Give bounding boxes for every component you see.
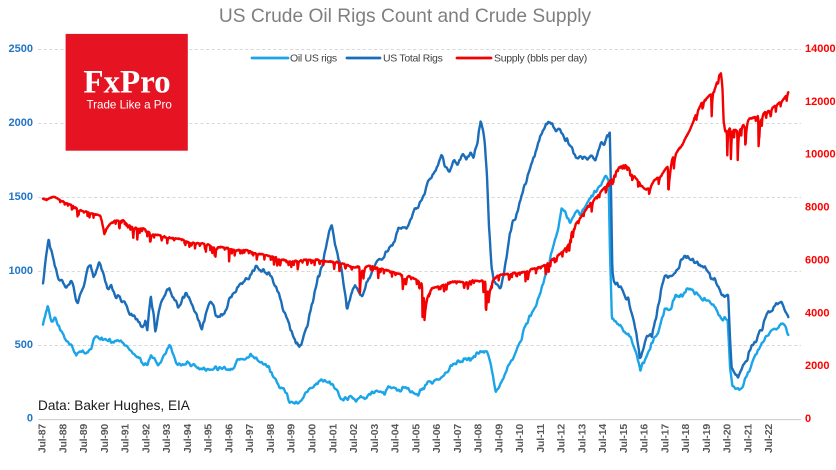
svg-text:0: 0 (805, 413, 811, 425)
svg-text:US Total Rigs: US Total Rigs (383, 53, 443, 65)
svg-text:Supply (bbls per day): Supply (bbls per day) (494, 53, 587, 65)
svg-text:Jul-92: Jul-92 (141, 424, 153, 454)
svg-text:Jul-94: Jul-94 (182, 424, 194, 454)
svg-text:Jul-16: Jul-16 (639, 424, 651, 454)
svg-text:FxPro: FxPro (83, 65, 170, 101)
svg-text:500: 500 (15, 339, 33, 351)
svg-text:Jul-05: Jul-05 (410, 424, 422, 454)
svg-text:Jul-21: Jul-21 (742, 424, 754, 454)
svg-text:Jul-87: Jul-87 (37, 424, 49, 454)
svg-text:Jul-22: Jul-22 (763, 424, 775, 454)
svg-text:Jul-98: Jul-98 (265, 424, 277, 454)
svg-text:Jul-19: Jul-19 (701, 424, 713, 454)
svg-text:Jul-93: Jul-93 (161, 424, 173, 454)
svg-text:0: 0 (27, 413, 33, 425)
svg-text:Jul-18: Jul-18 (680, 424, 692, 454)
svg-text:2000: 2000 (9, 117, 33, 129)
svg-text:Jul-12: Jul-12 (556, 424, 568, 454)
svg-text:2500: 2500 (9, 43, 33, 55)
svg-text:10000: 10000 (805, 149, 836, 161)
svg-text:Jul-07: Jul-07 (452, 424, 464, 454)
svg-text:Jul-17: Jul-17 (659, 424, 671, 454)
svg-text:Jul-09: Jul-09 (493, 424, 505, 454)
svg-text:Jul-06: Jul-06 (431, 424, 443, 454)
svg-text:Jul-11: Jul-11 (535, 424, 547, 453)
svg-text:Jul-04: Jul-04 (390, 424, 402, 454)
svg-text:Jul-13: Jul-13 (576, 424, 588, 454)
svg-text:Jul-99: Jul-99 (286, 424, 298, 454)
svg-text:14000: 14000 (805, 43, 836, 55)
svg-text:2000: 2000 (805, 360, 829, 372)
svg-text:Jul-95: Jul-95 (203, 424, 215, 454)
svg-text:Jul-00: Jul-00 (307, 424, 319, 454)
svg-text:Jul-02: Jul-02 (348, 424, 360, 454)
svg-text:Jul-15: Jul-15 (618, 424, 630, 454)
svg-text:Jul-10: Jul-10 (514, 424, 526, 454)
svg-text:Jul-97: Jul-97 (244, 424, 256, 454)
svg-text:8000: 8000 (805, 202, 829, 214)
svg-text:1000: 1000 (9, 265, 33, 277)
svg-text:Jul-20: Jul-20 (722, 424, 734, 454)
svg-text:Jul-01: Jul-01 (327, 424, 339, 454)
svg-text:Jul-96: Jul-96 (224, 424, 236, 454)
svg-text:1500: 1500 (9, 191, 33, 203)
svg-text:6000: 6000 (805, 254, 829, 266)
svg-text:Jul-89: Jul-89 (78, 424, 90, 454)
svg-text:Jul-03: Jul-03 (369, 424, 381, 454)
svg-text:Jul-90: Jul-90 (99, 424, 111, 454)
svg-text:Jul-14: Jul-14 (597, 424, 609, 454)
svg-text:4000: 4000 (805, 307, 829, 319)
svg-text:Oil US rigs: Oil US rigs (290, 53, 337, 65)
svg-text:Jul-91: Jul-91 (120, 424, 132, 454)
svg-text:Jul-08: Jul-08 (473, 424, 485, 454)
svg-text:Jul-88: Jul-88 (58, 424, 70, 454)
svg-text:Data: Baker Hughes, EIA: Data: Baker Hughes, EIA (38, 398, 191, 413)
svg-text:Trade Like a Pro: Trade Like a Pro (87, 99, 172, 112)
svg-text:US Crude Oil Rigs Count and Cr: US Crude Oil Rigs Count and Crude Supply (219, 6, 592, 27)
svg-text:12000: 12000 (805, 96, 836, 108)
